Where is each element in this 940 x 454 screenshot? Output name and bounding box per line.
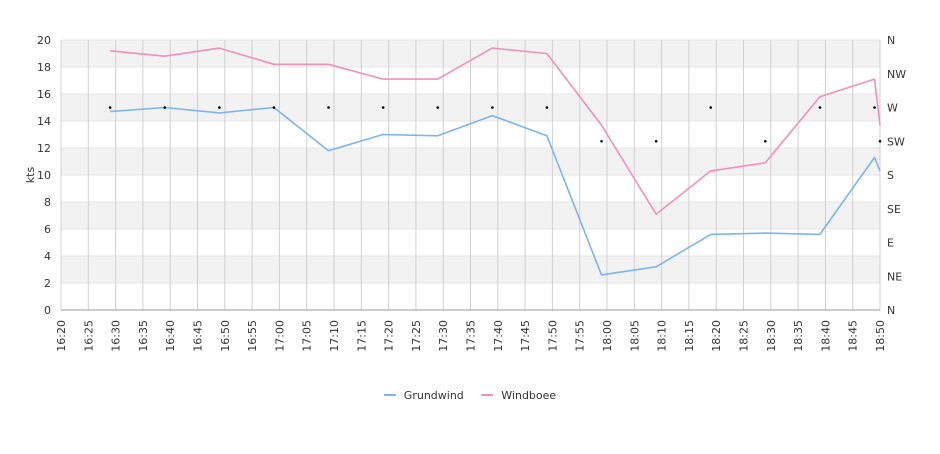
x-tick-label: 18:20 xyxy=(710,320,723,352)
direction-marker xyxy=(709,106,713,109)
x-tick-label: 16:40 xyxy=(164,320,177,352)
x-tick-label: 16:25 xyxy=(82,320,95,352)
y-tick-label: 16 xyxy=(37,88,51,101)
y-tick-label: 4 xyxy=(44,250,51,263)
legend-swatch-grundwind xyxy=(383,394,396,396)
x-tick-label: 16:55 xyxy=(246,320,259,352)
direction-marker xyxy=(327,106,330,109)
y2-tick-label: NE xyxy=(887,270,902,283)
direction-marker xyxy=(600,139,603,143)
y-axis-title: kts xyxy=(24,167,37,184)
x-tick-label: 17:15 xyxy=(355,320,368,352)
x-tick-label: 18:35 xyxy=(792,320,805,352)
x-tick-label: 17:20 xyxy=(383,320,396,352)
x-tick-label: 18:25 xyxy=(738,320,751,352)
x-tick-label: 17:05 xyxy=(301,320,314,352)
direction-marker xyxy=(436,106,440,109)
y-tick-label: 6 xyxy=(44,223,51,236)
y-tick-label: 20 xyxy=(37,34,51,47)
x-tick-label: 17:30 xyxy=(437,320,450,352)
y-tick-label: 8 xyxy=(44,196,51,209)
y2-tick-label: W xyxy=(887,102,898,115)
legend-swatch-windboee xyxy=(481,394,494,396)
x-tick-label: 17:35 xyxy=(465,320,478,352)
x-tick-label: 17:50 xyxy=(546,320,559,352)
x-tick-label: 17:00 xyxy=(273,320,286,352)
x-tick-label: 16:45 xyxy=(192,320,205,352)
x-tick-label: 17:10 xyxy=(328,320,341,352)
y2-tick-label: S xyxy=(887,169,894,182)
x-tick-label: 18:50 xyxy=(874,320,887,352)
y-tick-label: 0 xyxy=(44,304,51,317)
direction-marker xyxy=(654,139,658,143)
x-tick-label: 16:50 xyxy=(219,320,232,352)
x-tick-label: 16:20 xyxy=(55,320,68,352)
y2-tick-label: N xyxy=(887,34,895,47)
x-tick-label: 18:30 xyxy=(765,320,778,352)
direction-marker xyxy=(764,139,767,143)
y-tick-label: 14 xyxy=(37,115,51,128)
direction-marker xyxy=(108,106,112,109)
y2-tick-label: SE xyxy=(887,203,901,216)
y-tick-label: 2 xyxy=(44,277,51,290)
y-tick-label: 12 xyxy=(37,142,51,155)
x-tick-label: 17:55 xyxy=(574,320,587,352)
legend-label-windboee: Windboee xyxy=(501,388,557,402)
x-tick-label: 18:40 xyxy=(819,320,832,352)
x-tick-label: 17:25 xyxy=(410,320,423,352)
x-tick-label: 17:45 xyxy=(519,320,532,352)
legend-item-windboee[interactable]: Windboee xyxy=(481,389,556,402)
legend-item-grundwind[interactable]: Grundwind xyxy=(383,388,464,402)
x-tick-label: 18:45 xyxy=(847,320,860,352)
series-line-windboee xyxy=(110,47,881,215)
direction-marker xyxy=(218,106,221,109)
y2-tick-label: E xyxy=(887,237,894,250)
y-tick-label: 18 xyxy=(37,61,51,74)
series-line-grundwind xyxy=(110,106,881,276)
direction-marker xyxy=(381,106,385,109)
x-tick-label: 18:15 xyxy=(683,320,696,352)
x-tick-label: 18:10 xyxy=(656,320,669,352)
direction-marker xyxy=(878,139,882,143)
y-tick-label: 10 xyxy=(37,169,51,182)
x-tick-label: 16:35 xyxy=(137,320,150,352)
x-tick-label: 16:30 xyxy=(110,320,123,352)
x-tick-label: 18:05 xyxy=(628,320,641,352)
direction-marker xyxy=(545,106,549,109)
legend: Grundwind Windboee xyxy=(0,386,940,402)
direction-marker xyxy=(818,106,822,109)
direction-marker xyxy=(873,106,876,109)
legend-label-grundwind: Grundwind xyxy=(403,388,464,402)
y2-tick-label: N xyxy=(887,304,895,317)
x-tick-label: 18:00 xyxy=(601,320,614,352)
direction-marker xyxy=(491,106,494,109)
x-tick-label: 17:40 xyxy=(492,320,505,352)
direction-marker xyxy=(163,106,167,109)
y2-tick-label: NW xyxy=(887,68,906,81)
direction-marker xyxy=(272,106,276,109)
y2-tick-label: SW xyxy=(887,135,905,148)
